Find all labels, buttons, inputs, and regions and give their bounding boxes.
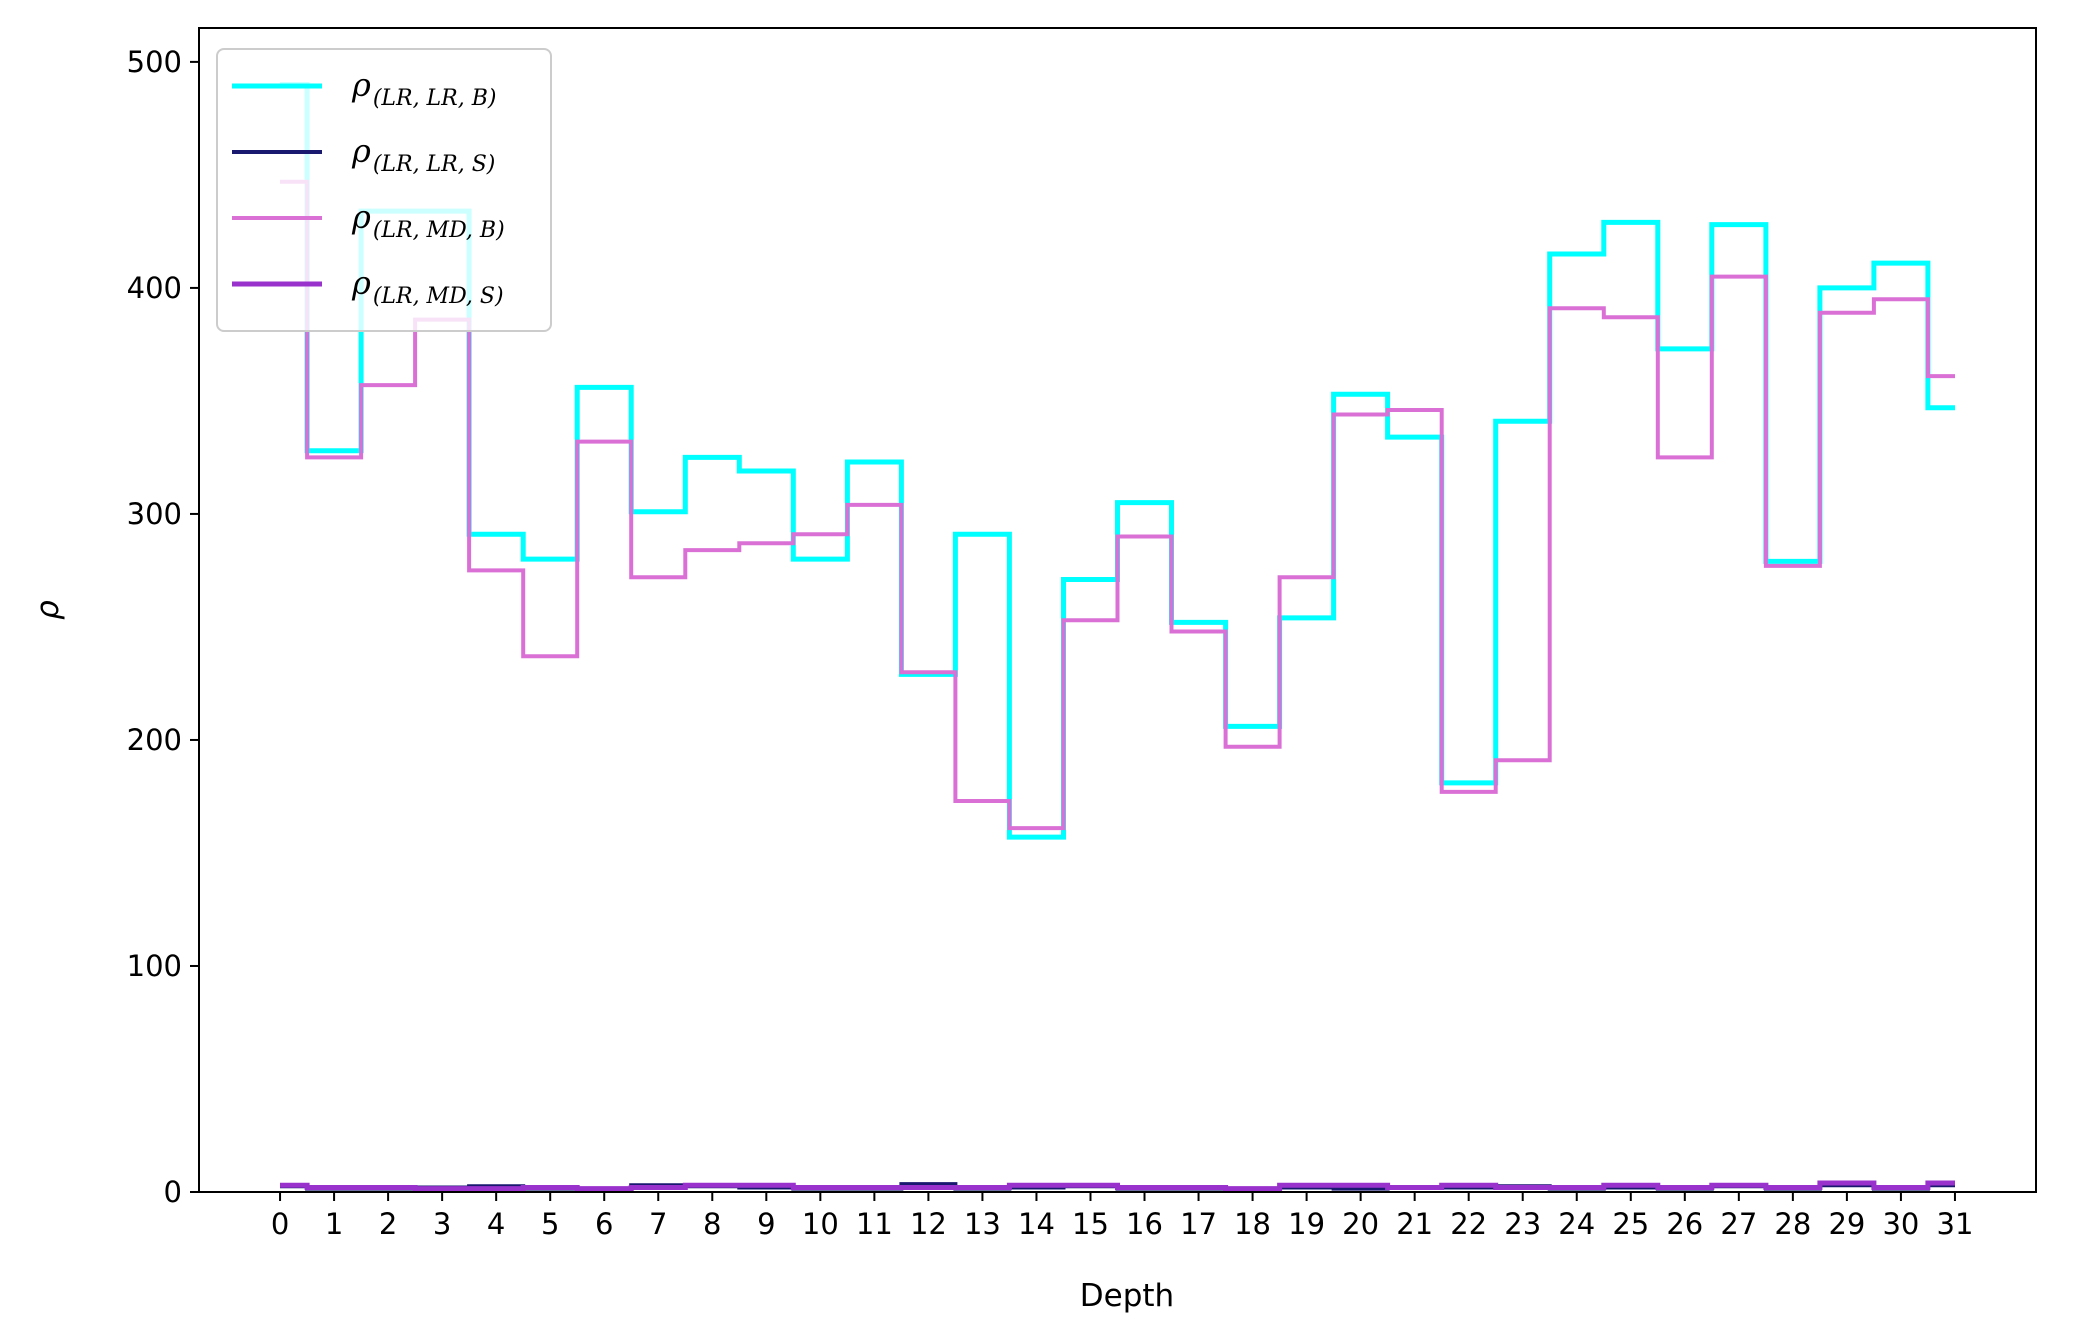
plot-frame (198, 27, 2037, 1193)
x-tick-label: 2 (379, 1207, 397, 1241)
x-tick-label: 16 (1126, 1207, 1163, 1241)
x-tick-label: 21 (1396, 1207, 1433, 1241)
x-tick-label: 31 (1937, 1207, 1974, 1241)
y-tick-label: 0 (164, 1175, 182, 1209)
x-tick-label: 3 (433, 1207, 451, 1241)
series-line-4 (280, 1180, 1955, 1192)
x-tick-label: 19 (1288, 1207, 1325, 1241)
y-axis-label: ρ (30, 600, 66, 620)
x-tick-label: 6 (595, 1207, 613, 1241)
x-tick-label: 8 (703, 1207, 721, 1241)
x-tick-label: 15 (1072, 1207, 1109, 1241)
x-tick-label: 0 (271, 1207, 289, 1241)
legend-label-3: ρ(LR, MD, B) (351, 198, 505, 243)
x-tick-label: 10 (802, 1207, 839, 1241)
y-axis: 0 100 200 300 400 500 (127, 45, 199, 1209)
x-tick-label: 13 (964, 1207, 1001, 1241)
legend-label-1: ρ(LR, LR, B) (351, 66, 496, 111)
x-tick-label: 27 (1720, 1207, 1757, 1241)
x-tick-label: 30 (1882, 1207, 1919, 1241)
x-tick-label: 24 (1558, 1207, 1595, 1241)
y-tick-label: 500 (127, 45, 182, 79)
x-tick-label: 9 (757, 1207, 775, 1241)
x-tick-label: 7 (649, 1207, 667, 1241)
legend-label-2: ρ(LR, LR, S) (351, 132, 495, 177)
x-tick-label: 22 (1450, 1207, 1487, 1241)
x-tick-label: 1 (325, 1207, 343, 1241)
x-tick-label: 29 (1828, 1207, 1865, 1241)
x-tick-label: 28 (1774, 1207, 1811, 1241)
x-tick-label: 23 (1504, 1207, 1541, 1241)
y-tick-label: 300 (127, 497, 182, 531)
x-tick-label: 4 (487, 1207, 505, 1241)
x-tick-label: 11 (856, 1207, 893, 1241)
x-tick-label: 20 (1342, 1207, 1379, 1241)
series-line-3 (280, 179, 1955, 831)
x-tick-label: 18 (1234, 1207, 1271, 1241)
x-axis: 0 1 2 3 4 5 6 7 8 9 10 11 12 13 14 15 16 17 18 19 20 21 22 23 24… (271, 1192, 1974, 1241)
x-tick-label: 26 (1666, 1207, 1703, 1241)
x-tick-label: 17 (1180, 1207, 1217, 1241)
x-tick-label: 14 (1018, 1207, 1055, 1241)
x-tick-label: 25 (1612, 1207, 1649, 1241)
legend-label-4: ρ(LR, MD, S) (351, 264, 504, 309)
y-tick-label: 200 (127, 723, 182, 757)
y-tick-label: 400 (127, 271, 182, 305)
legend: ρ(LR, LR, B) ρ(LR, LR, S) ρ(LR, MD, B) ρ(LR… (216, 48, 552, 332)
x-tick-label: 5 (541, 1207, 559, 1241)
series-layer (280, 82, 1955, 1192)
x-axis-label: Depth (1080, 1278, 1174, 1314)
y-tick-label: 100 (127, 949, 182, 983)
legend-box (216, 48, 552, 332)
x-tick-label: 12 (910, 1207, 947, 1241)
